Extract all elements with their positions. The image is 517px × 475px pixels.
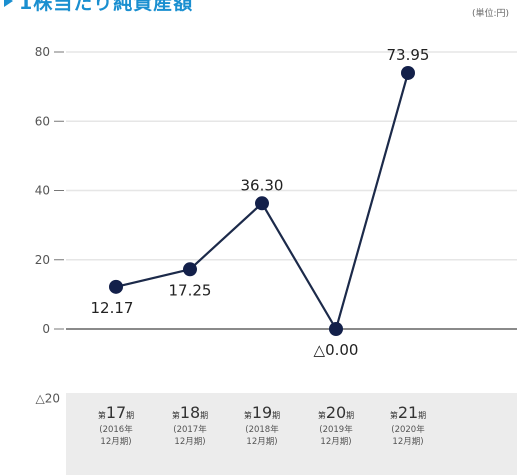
category-month-label: 12月期) [246,437,277,447]
unit-label: (単位:円) [471,9,509,19]
data-point [401,65,415,80]
category-year-label: (2017年 [173,424,207,435]
triangle-bullet-icon [4,0,13,7]
data-label: △0.00 [314,341,359,359]
data-point [183,262,197,277]
y-tick-label-min: △20 [36,391,61,405]
chart-title-row: 1株当たり純資産額 [0,0,194,14]
category-band [66,393,517,475]
y-tick-label: 0 [42,322,50,336]
category-month-label: 12月期) [320,437,351,447]
category-month-label: 12月期) [100,437,131,447]
category-month-label: 12月期) [392,437,423,447]
category-period-label: 第21期 [390,403,426,422]
category-month-label: 12月期) [174,437,205,447]
data-label: 17.25 [169,281,212,299]
category-period-label: 第17期 [98,403,134,422]
y-tick-label: 40 [35,184,50,198]
data-point [109,279,123,294]
y-tick-label: 60 [35,114,50,128]
category-period-label: 第19期 [244,403,280,422]
category-year-label: (2018年 [245,424,279,435]
category-year-label: (2020年 [391,424,425,435]
data-point [329,322,343,336]
y-tick-label: 20 [35,253,50,267]
y-tick-label: 80 [35,45,50,59]
category-year-label: (2016年 [99,424,133,435]
data-label: 73.95 [387,46,430,64]
chart-title: 1株当たり純資産額 [19,0,194,14]
category-year-label: (2019年 [319,424,353,435]
category-period-label: 第20期 [318,403,354,422]
category-period-label: 第18期 [172,403,208,422]
data-label: 36.30 [241,176,284,194]
data-label: 12.17 [91,299,134,317]
data-point [255,196,269,211]
